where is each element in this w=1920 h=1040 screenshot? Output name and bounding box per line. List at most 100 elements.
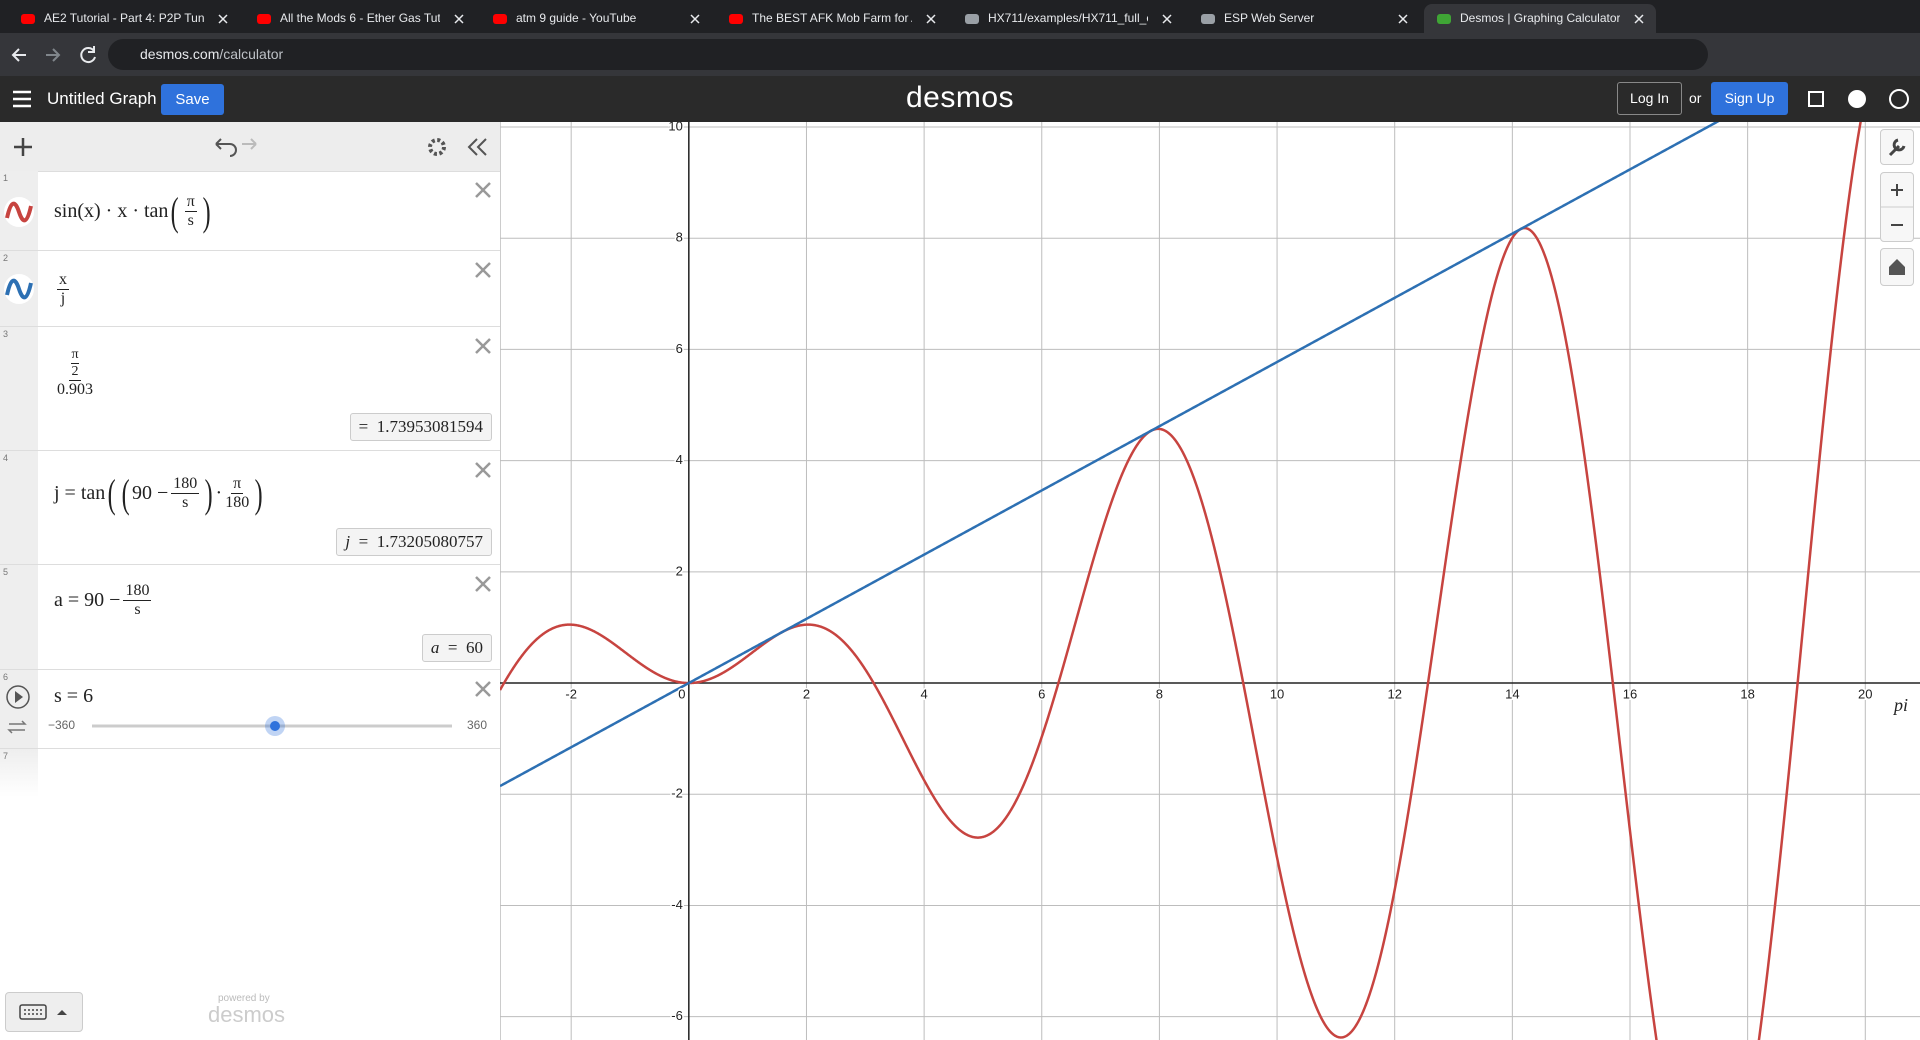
wrench-icon xyxy=(1888,138,1906,157)
signup-button[interactable]: Sign Up xyxy=(1711,82,1788,115)
or-text: or xyxy=(1689,90,1702,106)
save-button[interactable]: Save xyxy=(161,84,224,115)
tab-favicon xyxy=(729,14,743,24)
gutter: 3 xyxy=(0,327,38,450)
numerator: π xyxy=(231,474,244,494)
result-box: = 1.73953081594 xyxy=(349,413,492,441)
powered-by: powered by xyxy=(218,993,270,1004)
header-icons[interactable] xyxy=(1806,88,1916,110)
delete-button[interactable] xyxy=(474,181,492,199)
icon-wave xyxy=(5,201,33,223)
math: π 2 0.903 xyxy=(54,339,96,407)
address-bar: desmos.com/calculator xyxy=(0,33,1920,76)
math-text: sin(x) · x · tan xyxy=(54,199,169,222)
math-text: j = tan xyxy=(54,481,106,504)
favicon-shape xyxy=(21,14,35,24)
curve-icon[interactable] xyxy=(3,196,35,228)
zoom-buttons[interactable] xyxy=(1880,172,1914,242)
tab-favicon xyxy=(257,14,271,24)
denominator: 2 xyxy=(71,364,79,379)
browser-tab[interactable]: AE2 Tutorial - Part 4: P2P Tunne xyxy=(8,4,240,33)
nav-buttons[interactable] xyxy=(10,43,100,67)
expression-index: 1 xyxy=(3,173,9,183)
x-tick-label: 18 xyxy=(1740,686,1754,701)
gutter: 7 xyxy=(0,749,38,797)
close-x xyxy=(475,576,491,592)
denominator: j xyxy=(60,289,66,307)
expression-index: 6 xyxy=(3,672,9,682)
delete-button[interactable] xyxy=(474,461,492,479)
favicon-shape xyxy=(257,14,271,24)
browser-tab[interactable]: HX711/examples/HX711_full_e xyxy=(952,4,1184,33)
icon-wave xyxy=(5,278,33,300)
tab-title: HX711/examples/HX711_full_e xyxy=(988,11,1148,25)
browser-tab[interactable]: All the Mods 6 - Ether Gas Tuto xyxy=(244,4,476,33)
paren: ( xyxy=(171,188,180,234)
menu-icon[interactable] xyxy=(12,89,32,109)
denominator: 180 xyxy=(225,493,250,511)
equals: = xyxy=(358,417,369,436)
expression-row[interactable]: 7 xyxy=(0,749,500,797)
home-button[interactable] xyxy=(1880,248,1914,286)
browser-tab[interactable]: ESP Web Server xyxy=(1188,4,1420,33)
denominator: s xyxy=(187,211,194,229)
omnibox[interactable]: desmos.com/calculator xyxy=(108,39,1708,70)
result-value: 1.73953081594 xyxy=(376,417,483,436)
result-var: j xyxy=(345,532,351,551)
expression-row[interactable]: 6 s = 6 −360 360 xyxy=(0,670,500,749)
y-tick-label: -4 xyxy=(671,897,683,912)
x-tick-label: -2 xyxy=(565,686,577,701)
expression-toolbar xyxy=(0,122,500,172)
login-button[interactable]: Log In xyxy=(1617,82,1682,115)
tab-close xyxy=(926,14,936,24)
slider[interactable] xyxy=(90,714,456,738)
y-tick-label: 8 xyxy=(676,230,683,245)
home-icon xyxy=(1889,259,1905,275)
play-button[interactable] xyxy=(5,684,33,740)
tab-close xyxy=(1162,14,1172,24)
paren: ) xyxy=(204,470,213,516)
expression-row[interactable]: 4 j = tan((90 −180 s) · π 180) j = 1.7320508… xyxy=(0,451,500,565)
tab-title: All the Mods 6 - Ether Gas Tuto xyxy=(280,11,440,25)
x-tick-label: 10 xyxy=(1270,686,1284,701)
expression-row[interactable]: 1 sin(x) · x · tan(π s) xyxy=(0,171,500,251)
browser-tab[interactable]: atm 9 guide - YouTube xyxy=(480,4,712,33)
tab-close xyxy=(690,14,700,24)
settings-button[interactable] xyxy=(1880,129,1914,165)
keyboard-button[interactable] xyxy=(5,992,83,1032)
delete-button[interactable] xyxy=(474,575,492,593)
expression-row[interactable]: 5 a = 90 −180 s a = 60 xyxy=(0,565,500,670)
keyboard-icon xyxy=(19,1004,67,1020)
curve-icon[interactable] xyxy=(3,273,35,305)
delete-button[interactable] xyxy=(474,261,492,279)
tab-favicon xyxy=(965,14,979,24)
numerator: π xyxy=(184,192,197,212)
toolbar-icons[interactable] xyxy=(12,136,492,158)
denominator: s xyxy=(134,600,141,618)
graph-paper[interactable]: -2 0 2 4 6 8 10 12 14 16 18 20 -6 -4 -2 2 4 6 8 10 pi xyxy=(500,122,1920,1040)
paren: ) xyxy=(202,188,211,234)
browser-tab[interactable]: Desmos | Graphing Calculator xyxy=(1424,4,1656,33)
tab-favicon xyxy=(21,14,35,24)
close-x xyxy=(475,462,491,478)
x-axis-label: pi xyxy=(1892,695,1908,715)
graph-title[interactable]: Untitled Graph xyxy=(47,89,157,108)
y-tick-label: -6 xyxy=(671,1008,683,1023)
numerator: 180 xyxy=(171,474,200,494)
gutter: 1 xyxy=(0,171,38,250)
delete-button[interactable] xyxy=(474,337,492,355)
paren: ( xyxy=(121,470,130,516)
favicon-shape xyxy=(965,14,979,24)
delete-button[interactable] xyxy=(474,680,492,698)
browser-tab[interactable]: The BEST AFK Mob Farm for Ap xyxy=(716,4,948,33)
x-tick-label: 8 xyxy=(1156,686,1163,701)
curve xyxy=(500,122,1862,1040)
math-text: 90 − xyxy=(131,481,169,504)
expression-row[interactable]: 3 π 2 0.903 = 1.73953081594 xyxy=(0,327,500,451)
tab-close xyxy=(454,14,464,24)
y-tick-label: 10 xyxy=(668,122,682,133)
